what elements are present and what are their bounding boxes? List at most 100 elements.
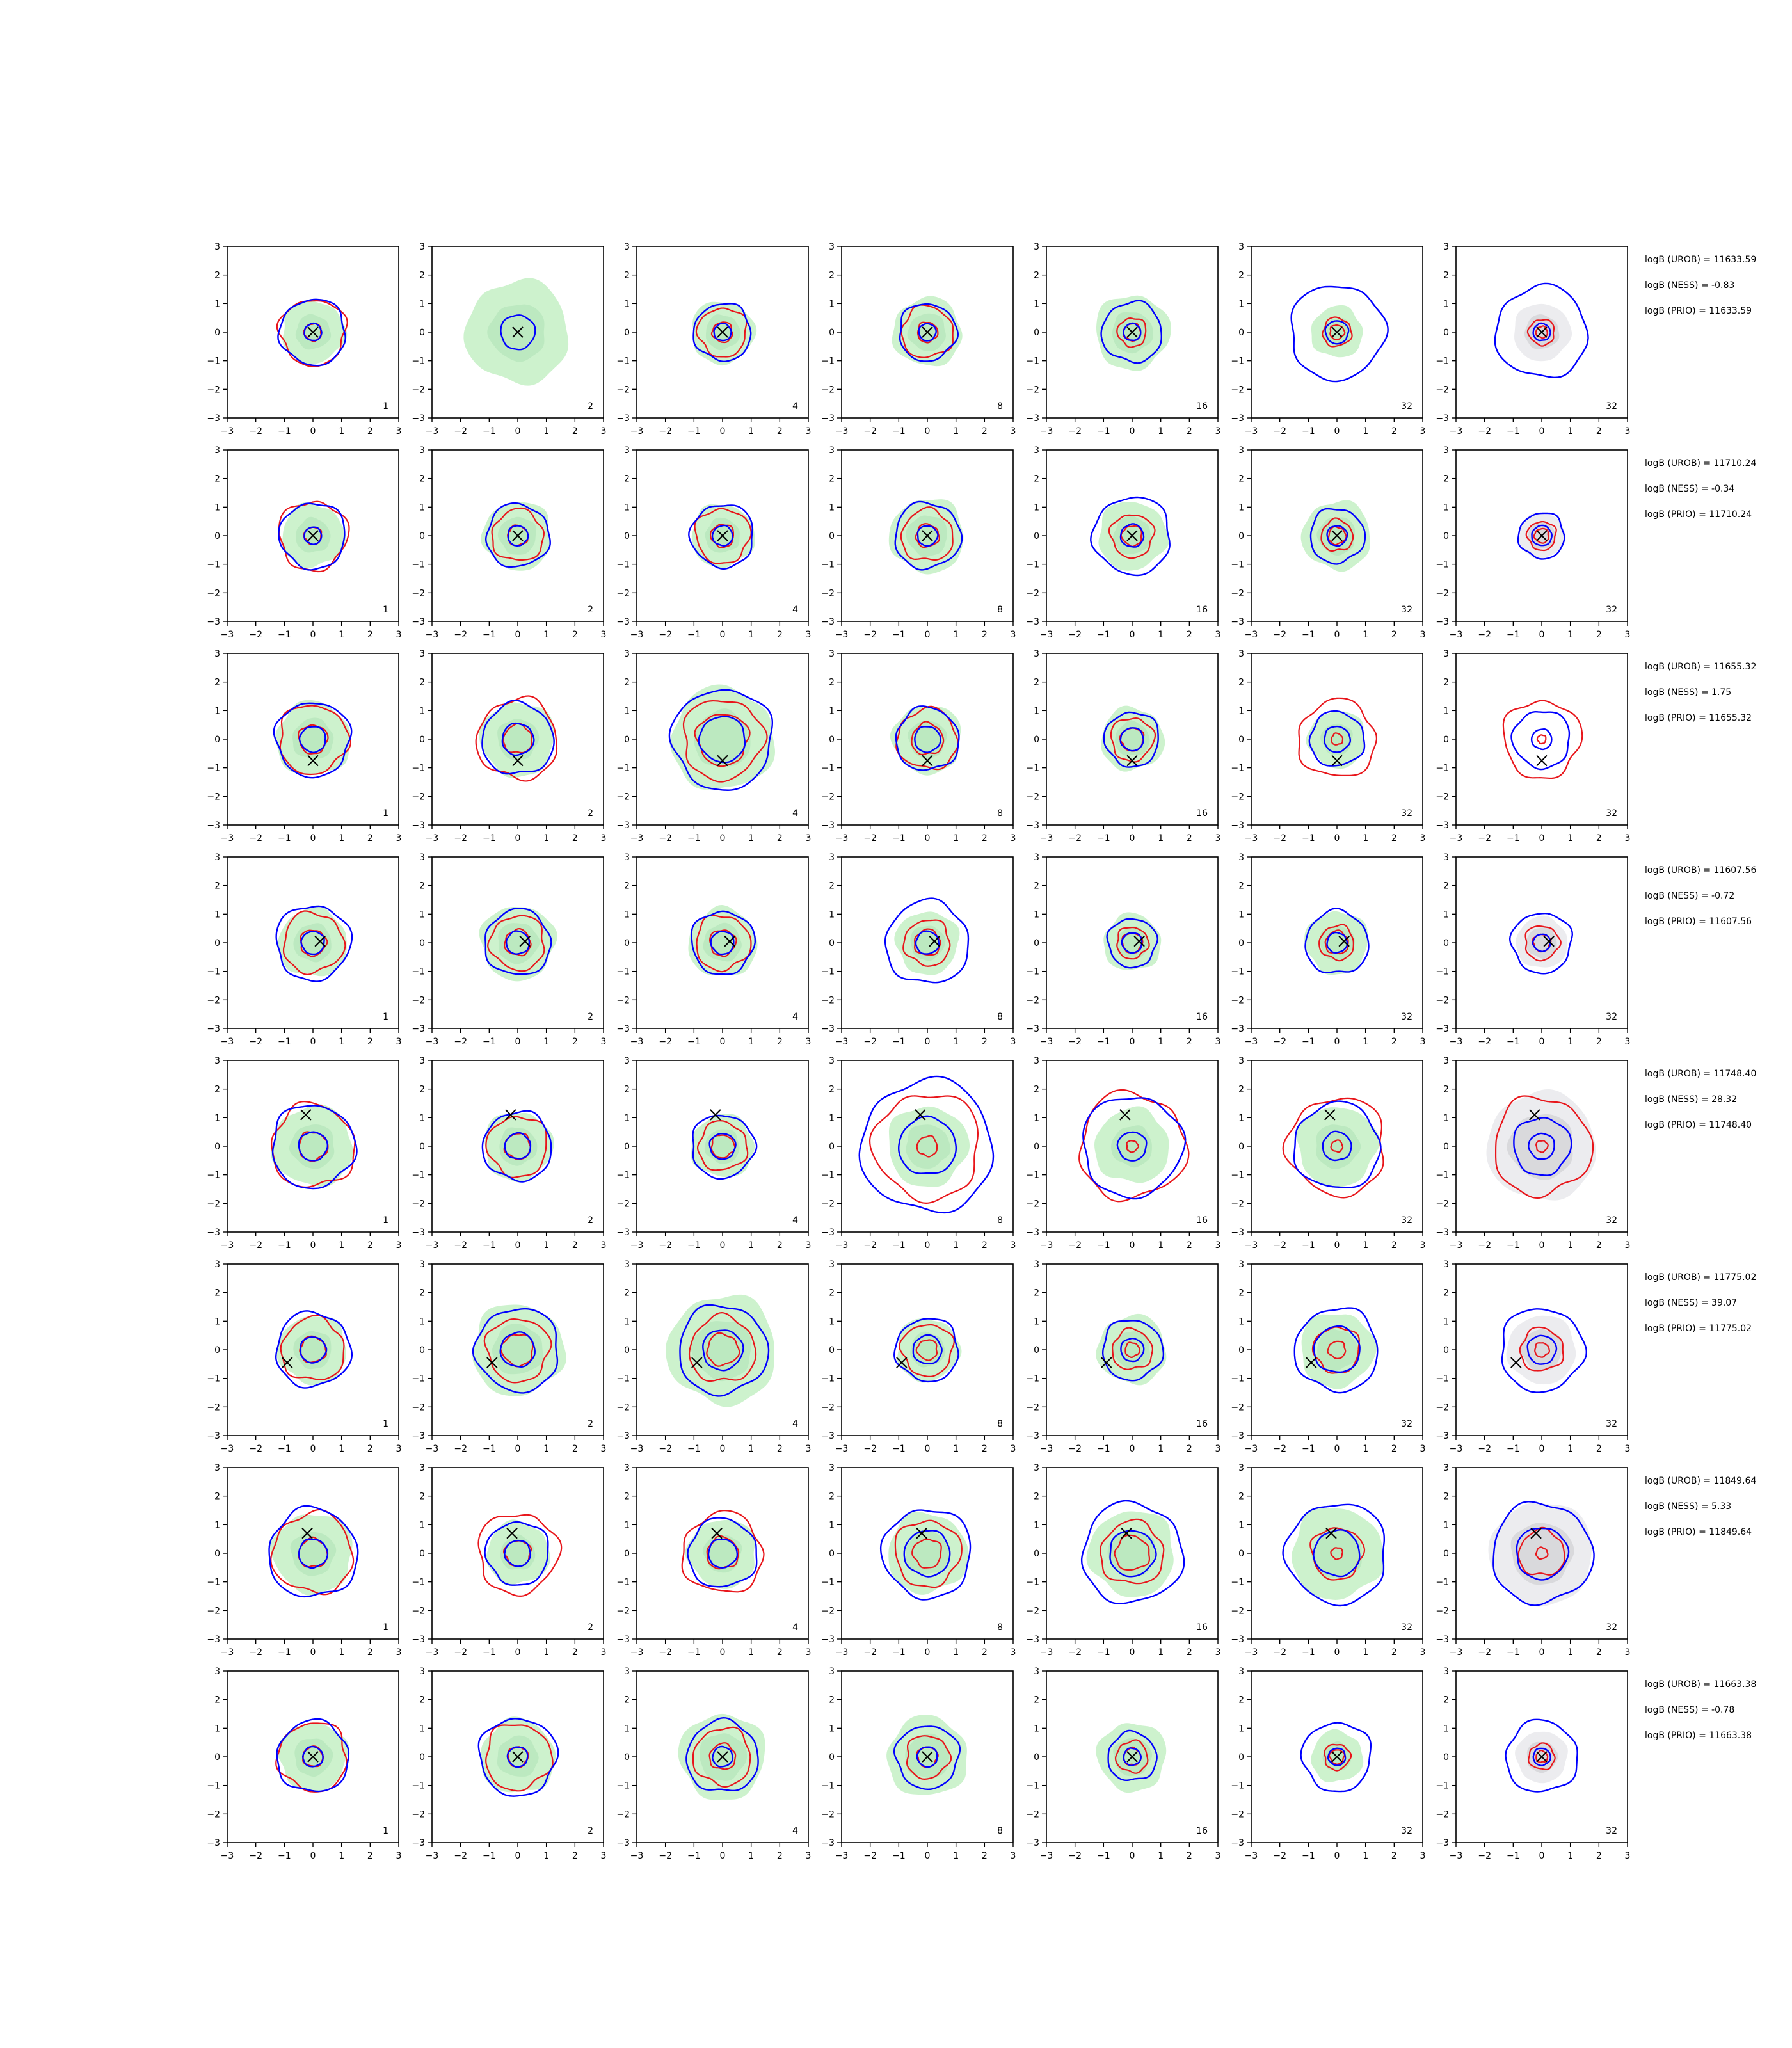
x-tick-label: 1	[543, 1851, 549, 1861]
y-tick-label: 3	[214, 852, 220, 863]
y-tick-label: −3	[821, 617, 835, 627]
x-tick-label: −3	[630, 833, 644, 844]
x-tick-label: −2	[659, 630, 672, 640]
x-tick-label: 2	[572, 1647, 578, 1658]
y-tick-label: 3	[1238, 445, 1244, 456]
blue-contour	[1107, 1729, 1158, 1782]
x-tick-label: 1	[748, 1037, 754, 1047]
x-tick-label: −3	[1245, 1240, 1258, 1251]
red-contour	[706, 1332, 740, 1367]
x-tick-label: −2	[249, 1647, 262, 1658]
red-contour	[270, 1508, 355, 1596]
blue-contour	[301, 1745, 324, 1768]
x-tick-label: −1	[278, 833, 291, 844]
x-tick-label: −2	[659, 833, 672, 844]
plot-area	[475, 695, 558, 782]
red-contour	[1282, 1097, 1384, 1199]
x-tick-label: −2	[454, 426, 467, 436]
plot-area	[893, 1318, 962, 1383]
blue-contour	[691, 910, 756, 975]
y-tick-label: 3	[1238, 242, 1244, 252]
x-tick-label: 1	[1158, 1851, 1164, 1861]
x-tick-label: 3	[1420, 630, 1426, 640]
x-tick-label: −3	[1450, 1444, 1463, 1454]
y-tick-label: −2	[412, 588, 425, 598]
x-tick-label: 2	[777, 630, 783, 640]
x-tick-label: −2	[454, 1037, 467, 1047]
x-tick-label: 1	[339, 1851, 344, 1861]
red-contour	[1100, 1518, 1165, 1585]
y-tick-label: −2	[1026, 1809, 1039, 1820]
red-contour	[1112, 1327, 1154, 1370]
x-tick-label: −3	[221, 1037, 234, 1047]
red-contour	[710, 321, 733, 344]
y-tick-label: 3	[624, 649, 630, 659]
red-contour	[706, 1535, 740, 1570]
x-tick-label: 1	[339, 630, 344, 640]
y-tick-label: 2	[419, 271, 425, 281]
x-tick-label: −1	[483, 1647, 496, 1658]
green-density-core	[487, 304, 545, 362]
y-tick-label: −2	[616, 995, 630, 1005]
x-tick-label: 3	[1215, 1037, 1221, 1047]
plot-area	[275, 1310, 353, 1389]
blue-contour	[1313, 1325, 1361, 1373]
logb-annotation: logB (PRIO) = 11710.24	[1645, 509, 1752, 520]
y-tick-label: −2	[616, 1402, 630, 1412]
y-tick-label: −3	[412, 1228, 425, 1238]
x-tick-label: −1	[687, 1240, 701, 1251]
x-tick-label: 0	[310, 426, 316, 436]
y-tick-label: −3	[1026, 617, 1039, 627]
x-tick-label: 1	[953, 426, 959, 436]
logb-annotation: logB (NESS) = 39.07	[1645, 1298, 1737, 1308]
x-tick-label: −3	[1040, 833, 1053, 844]
marker-x	[486, 1357, 498, 1368]
x-tick-label: −1	[1097, 426, 1110, 436]
panel-label: 16	[1196, 605, 1208, 615]
blue-contour	[1290, 285, 1389, 383]
y-tick-label: −2	[1436, 1402, 1449, 1412]
y-tick-label: −3	[1231, 1431, 1244, 1441]
y-tick-label: 3	[829, 1056, 835, 1066]
blue-contour	[1516, 1527, 1570, 1581]
green-density-core	[693, 708, 751, 767]
plot-area	[1508, 912, 1574, 975]
x-tick-label: −3	[835, 1037, 849, 1047]
blue-contour	[1494, 282, 1589, 379]
x-tick-label: 2	[367, 1444, 373, 1454]
x-tick-label: 1	[543, 1037, 549, 1047]
x-tick-label: 3	[1011, 1444, 1016, 1454]
y-tick-label: −1	[616, 1374, 630, 1384]
x-tick-label: 1	[339, 1647, 344, 1658]
x-tick-label: −1	[1097, 1444, 1110, 1454]
marker-x	[711, 1528, 723, 1539]
x-tick-label: 1	[1567, 833, 1573, 844]
x-tick-label: 2	[367, 1647, 373, 1658]
plot-area	[1290, 285, 1389, 383]
x-tick-label: 0	[1539, 1444, 1545, 1454]
blue-contour	[903, 1530, 951, 1578]
green-density-core	[905, 1530, 950, 1575]
panel-r4-c4: −3 −2 −1 0 1 2 3 3 2 1 0 −1 −2 −3 8	[821, 852, 1016, 1047]
y-tick-label: −3	[207, 1838, 220, 1848]
x-tick-label: 3	[1011, 833, 1016, 844]
x-tick-label: −2	[1478, 1647, 1491, 1658]
red-contour	[477, 1514, 563, 1597]
x-tick-label: −3	[221, 426, 234, 436]
marker-x	[505, 1109, 516, 1121]
blue-contour	[500, 314, 536, 351]
logb-annotation: logB (UROB) = 11775.02	[1645, 1272, 1756, 1283]
y-tick-label: 3	[1443, 445, 1449, 456]
y-tick-label: 2	[214, 1695, 220, 1706]
x-tick-label: −3	[835, 1647, 849, 1658]
y-tick-label: 0	[214, 1142, 220, 1152]
y-tick-label: −2	[1436, 385, 1449, 395]
red-contour	[1309, 1527, 1366, 1581]
y-tick-label: 0	[829, 328, 835, 338]
x-tick-label: 3	[396, 1851, 402, 1861]
y-tick-label: 2	[1034, 474, 1039, 484]
marker-x	[1121, 1528, 1132, 1539]
y-tick-label: 1	[1034, 1724, 1039, 1734]
